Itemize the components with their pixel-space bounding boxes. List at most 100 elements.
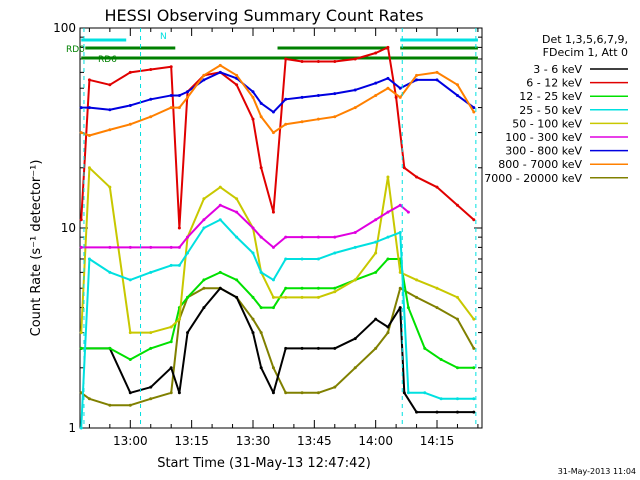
series-point — [386, 86, 390, 90]
series-point — [386, 235, 390, 239]
series-point — [386, 325, 390, 329]
series-point — [333, 385, 337, 389]
series-point — [415, 278, 419, 282]
series-point — [218, 203, 222, 207]
series-point — [218, 63, 222, 67]
series-point — [472, 410, 476, 414]
series-point — [423, 346, 427, 350]
series-point — [284, 295, 288, 299]
series-point — [398, 86, 402, 90]
series-point — [271, 210, 275, 214]
series-point — [235, 83, 239, 87]
series-point — [333, 115, 337, 119]
series-point — [259, 270, 263, 274]
series-point — [149, 346, 153, 350]
y-tick-label: 1 — [68, 421, 76, 435]
series-point — [402, 391, 406, 395]
series-point — [218, 218, 222, 222]
series-point — [271, 306, 275, 310]
series-point — [374, 346, 378, 350]
legend-entry-label: 100 - 300 keV — [505, 131, 582, 144]
series-point — [149, 270, 153, 274]
series-point — [472, 218, 476, 222]
series-point — [186, 235, 190, 239]
series-point — [259, 166, 263, 170]
series-point — [202, 226, 206, 230]
series-point — [300, 286, 304, 290]
series-point — [455, 366, 459, 370]
series-point — [300, 59, 304, 63]
series-point — [455, 93, 459, 97]
series-point — [79, 245, 83, 249]
series-point — [300, 120, 304, 124]
y-tick-label: 10 — [61, 221, 76, 235]
series-point — [259, 331, 263, 335]
series-point — [177, 226, 181, 230]
series-point — [128, 391, 132, 395]
series-point — [186, 90, 190, 94]
series-point — [108, 245, 112, 249]
series-point — [259, 115, 263, 119]
series-point — [435, 70, 439, 74]
series-point — [128, 103, 132, 107]
series-point — [439, 358, 443, 362]
series-point — [271, 245, 275, 249]
series-point — [333, 59, 337, 63]
series-point — [455, 295, 459, 299]
series-point — [149, 115, 153, 119]
series-point — [472, 106, 476, 110]
series-point — [218, 185, 222, 189]
legend-entry-label: 50 - 100 keV — [512, 117, 582, 130]
status-label-rd0: RD0 — [66, 45, 85, 55]
series-point — [300, 346, 304, 350]
legend-entry-label: 12 - 25 keV — [519, 90, 582, 103]
series-point — [177, 93, 181, 97]
series-point — [202, 306, 206, 310]
legend-header-line-1: Det 1,3,5,6,7,9, — [542, 33, 628, 46]
series-point — [386, 76, 390, 80]
series-point — [169, 245, 173, 249]
series-point — [271, 110, 275, 114]
series-point — [235, 210, 239, 214]
series-line — [81, 287, 474, 414]
series-point — [177, 317, 181, 321]
series-point — [374, 251, 378, 255]
series-point — [108, 108, 112, 112]
series-point — [202, 197, 206, 201]
series-point — [333, 286, 337, 290]
series-point — [435, 306, 439, 310]
series-point — [218, 286, 222, 290]
series-point — [316, 59, 320, 63]
series-point — [435, 286, 439, 290]
series-point — [374, 218, 378, 222]
series-point — [435, 78, 439, 82]
series-point — [149, 245, 153, 249]
series-point — [169, 391, 173, 395]
series-point — [251, 331, 255, 335]
series-point — [149, 331, 153, 335]
footer-date: 31-May-2013 11:04 — [558, 467, 636, 476]
series-line — [81, 204, 410, 249]
series-point — [87, 78, 91, 82]
series-point — [218, 270, 222, 274]
series-point — [87, 134, 91, 138]
series-point — [128, 70, 132, 74]
series-point — [169, 325, 173, 329]
status-label-n: N — [160, 32, 167, 42]
series-point — [251, 90, 255, 94]
y-axis-label: Count Rate (s⁻¹ detector⁻¹) — [29, 160, 44, 337]
series-point — [284, 57, 288, 61]
x-tick-label: 13:15 — [174, 434, 209, 448]
chart-title: HESSI Observing Summary Count Rates — [104, 6, 423, 25]
legend-entry-label: 300 - 800 keV — [505, 145, 582, 158]
series-point — [435, 410, 439, 414]
series-point — [300, 95, 304, 99]
series-line — [81, 71, 475, 114]
series-point — [300, 295, 304, 299]
series-point — [108, 185, 112, 189]
series-point — [251, 317, 255, 321]
series-line — [80, 64, 475, 137]
series-point — [284, 286, 288, 290]
series-point — [472, 397, 476, 401]
